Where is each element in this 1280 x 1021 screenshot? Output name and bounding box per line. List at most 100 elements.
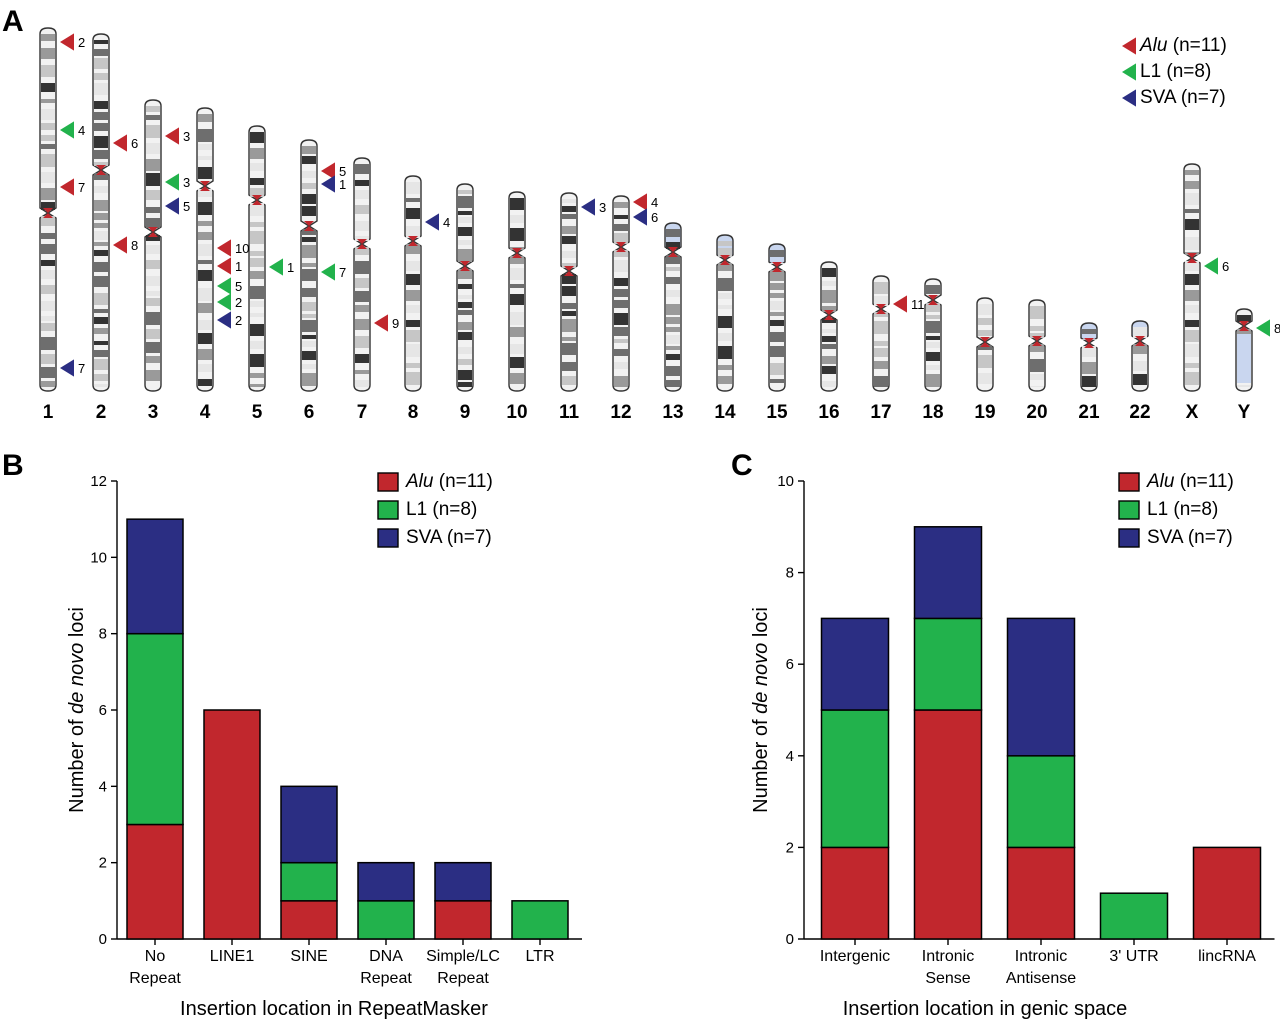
chromosome-band <box>510 284 524 288</box>
insertion-marker-label: 6 <box>651 210 658 225</box>
chromosome-band <box>562 362 576 371</box>
insertion-marker-sva-icon <box>165 197 179 215</box>
centromere <box>252 195 262 205</box>
insertion-marker-label: 2 <box>235 313 242 328</box>
chromosome-band <box>250 231 264 244</box>
chromosome-band <box>94 112 108 120</box>
chromosome-band <box>250 324 264 336</box>
chromosome-band <box>250 384 264 387</box>
legend-label: Alu (n=11) <box>1146 471 1234 492</box>
centromere <box>928 295 938 305</box>
chromosome-label: X <box>1186 402 1199 423</box>
legend-label: L1 (n=8) <box>1147 499 1218 520</box>
chromosome-band <box>302 156 316 164</box>
chromosome-band <box>41 188 55 200</box>
chromosome-band <box>94 123 108 131</box>
insertion-marker: 4 <box>60 121 85 139</box>
insertion-marker: 5 <box>165 197 190 215</box>
centromere <box>460 261 470 271</box>
x-tick-label: LTR <box>525 948 554 965</box>
chromosome-band <box>94 359 108 370</box>
centromere <box>772 262 782 272</box>
chromosome-label: 9 <box>460 402 471 423</box>
chromosome-band <box>1185 209 1199 213</box>
chromosome-10: 10 <box>506 191 528 423</box>
chromosome-band <box>94 58 108 69</box>
bar-segment-alu <box>913 709 983 940</box>
chromosome-band <box>302 373 316 386</box>
insertion-marker-sva-icon <box>321 175 335 193</box>
bar-segment-alu <box>203 709 261 940</box>
insertion-marker-label: 8 <box>1274 321 1280 336</box>
insertion-marker-alu-icon <box>217 239 231 257</box>
chromosome-band <box>406 305 420 313</box>
chromosome-band <box>146 173 160 186</box>
chromosome-band <box>250 286 264 299</box>
chromosome-3: 3 <box>144 99 162 423</box>
insertion-marker-l1-icon <box>269 258 283 276</box>
chromosome-label: 10 <box>506 402 527 423</box>
chromosome-3-q-arm <box>144 231 162 392</box>
chromosome-band <box>822 306 836 312</box>
legend-item-sva: SVA (n=7) <box>377 527 492 548</box>
x-tick-label: DNA <box>369 948 403 965</box>
insertion-marker-alu-icon <box>633 193 647 211</box>
chromosome-band <box>1185 320 1199 327</box>
chromosome-band <box>406 182 420 194</box>
chromosome-band <box>94 242 108 246</box>
chromosome-band <box>458 347 472 354</box>
centromere <box>1032 336 1042 346</box>
chromosome-band <box>94 384 108 387</box>
chromosome-band <box>614 300 628 308</box>
chromosome-band <box>41 285 55 294</box>
centromere <box>824 310 834 320</box>
chromosome-band <box>355 164 369 174</box>
chromosome-label: 20 <box>1026 402 1047 423</box>
chromosome-band <box>978 304 992 315</box>
chromosome-band <box>406 198 420 202</box>
chromosome-band <box>770 363 784 375</box>
chromosome-15: 15 <box>766 243 788 423</box>
chromosome-17: 17 <box>870 275 892 423</box>
chromosome-band <box>302 314 316 318</box>
chart-panel-b: 0 2 4 6 8 10 12 No Repeat LINE1 SINE DNA Repeat Simpl… <box>66 471 582 1020</box>
centromere <box>1135 336 1145 346</box>
legend-swatch-alu <box>1118 472 1140 492</box>
chromosome-band <box>874 321 888 334</box>
centromere <box>876 304 886 314</box>
chromosome-band <box>666 354 680 360</box>
chromosome-band <box>926 285 940 294</box>
insertion-marker-label: 6 <box>1222 259 1229 274</box>
chromosome-band <box>510 268 524 280</box>
chromosome-band <box>718 365 732 370</box>
chromosome-band <box>1185 363 1199 368</box>
chromosome-band <box>146 106 160 112</box>
chromosome-band <box>874 296 888 306</box>
chromosome-band <box>146 159 160 171</box>
chromosome-11: 11 <box>559 192 579 423</box>
insertion-marker: 2 <box>60 33 85 51</box>
chromosome-band <box>822 356 836 364</box>
chromosome-band <box>1133 327 1147 338</box>
chromosome-band <box>146 260 160 269</box>
legend-swatch-sva <box>1118 528 1140 548</box>
chromosome-band <box>562 319 576 332</box>
chromosome-band <box>1185 237 1199 250</box>
chromosome-band <box>94 341 108 345</box>
insertion-marker-label: 11 <box>911 297 925 312</box>
chromosome-band <box>510 344 524 354</box>
bar-segment-sva <box>913 526 983 620</box>
chromosome-band <box>250 373 264 378</box>
legend-swatch-sva <box>377 528 399 548</box>
chromosome-band <box>250 354 264 367</box>
chromosome-band <box>198 364 212 372</box>
chromosome-band <box>458 217 472 223</box>
chromosome-band <box>926 352 940 361</box>
chromosome-18: 18 <box>922 278 944 423</box>
insertion-marker-alu-icon <box>165 127 179 145</box>
centromere <box>720 255 730 265</box>
chromosome-band <box>458 227 472 236</box>
chromosome-band <box>302 335 316 339</box>
chromosome-band <box>614 233 628 244</box>
bar-segment-alu <box>1006 846 1076 940</box>
